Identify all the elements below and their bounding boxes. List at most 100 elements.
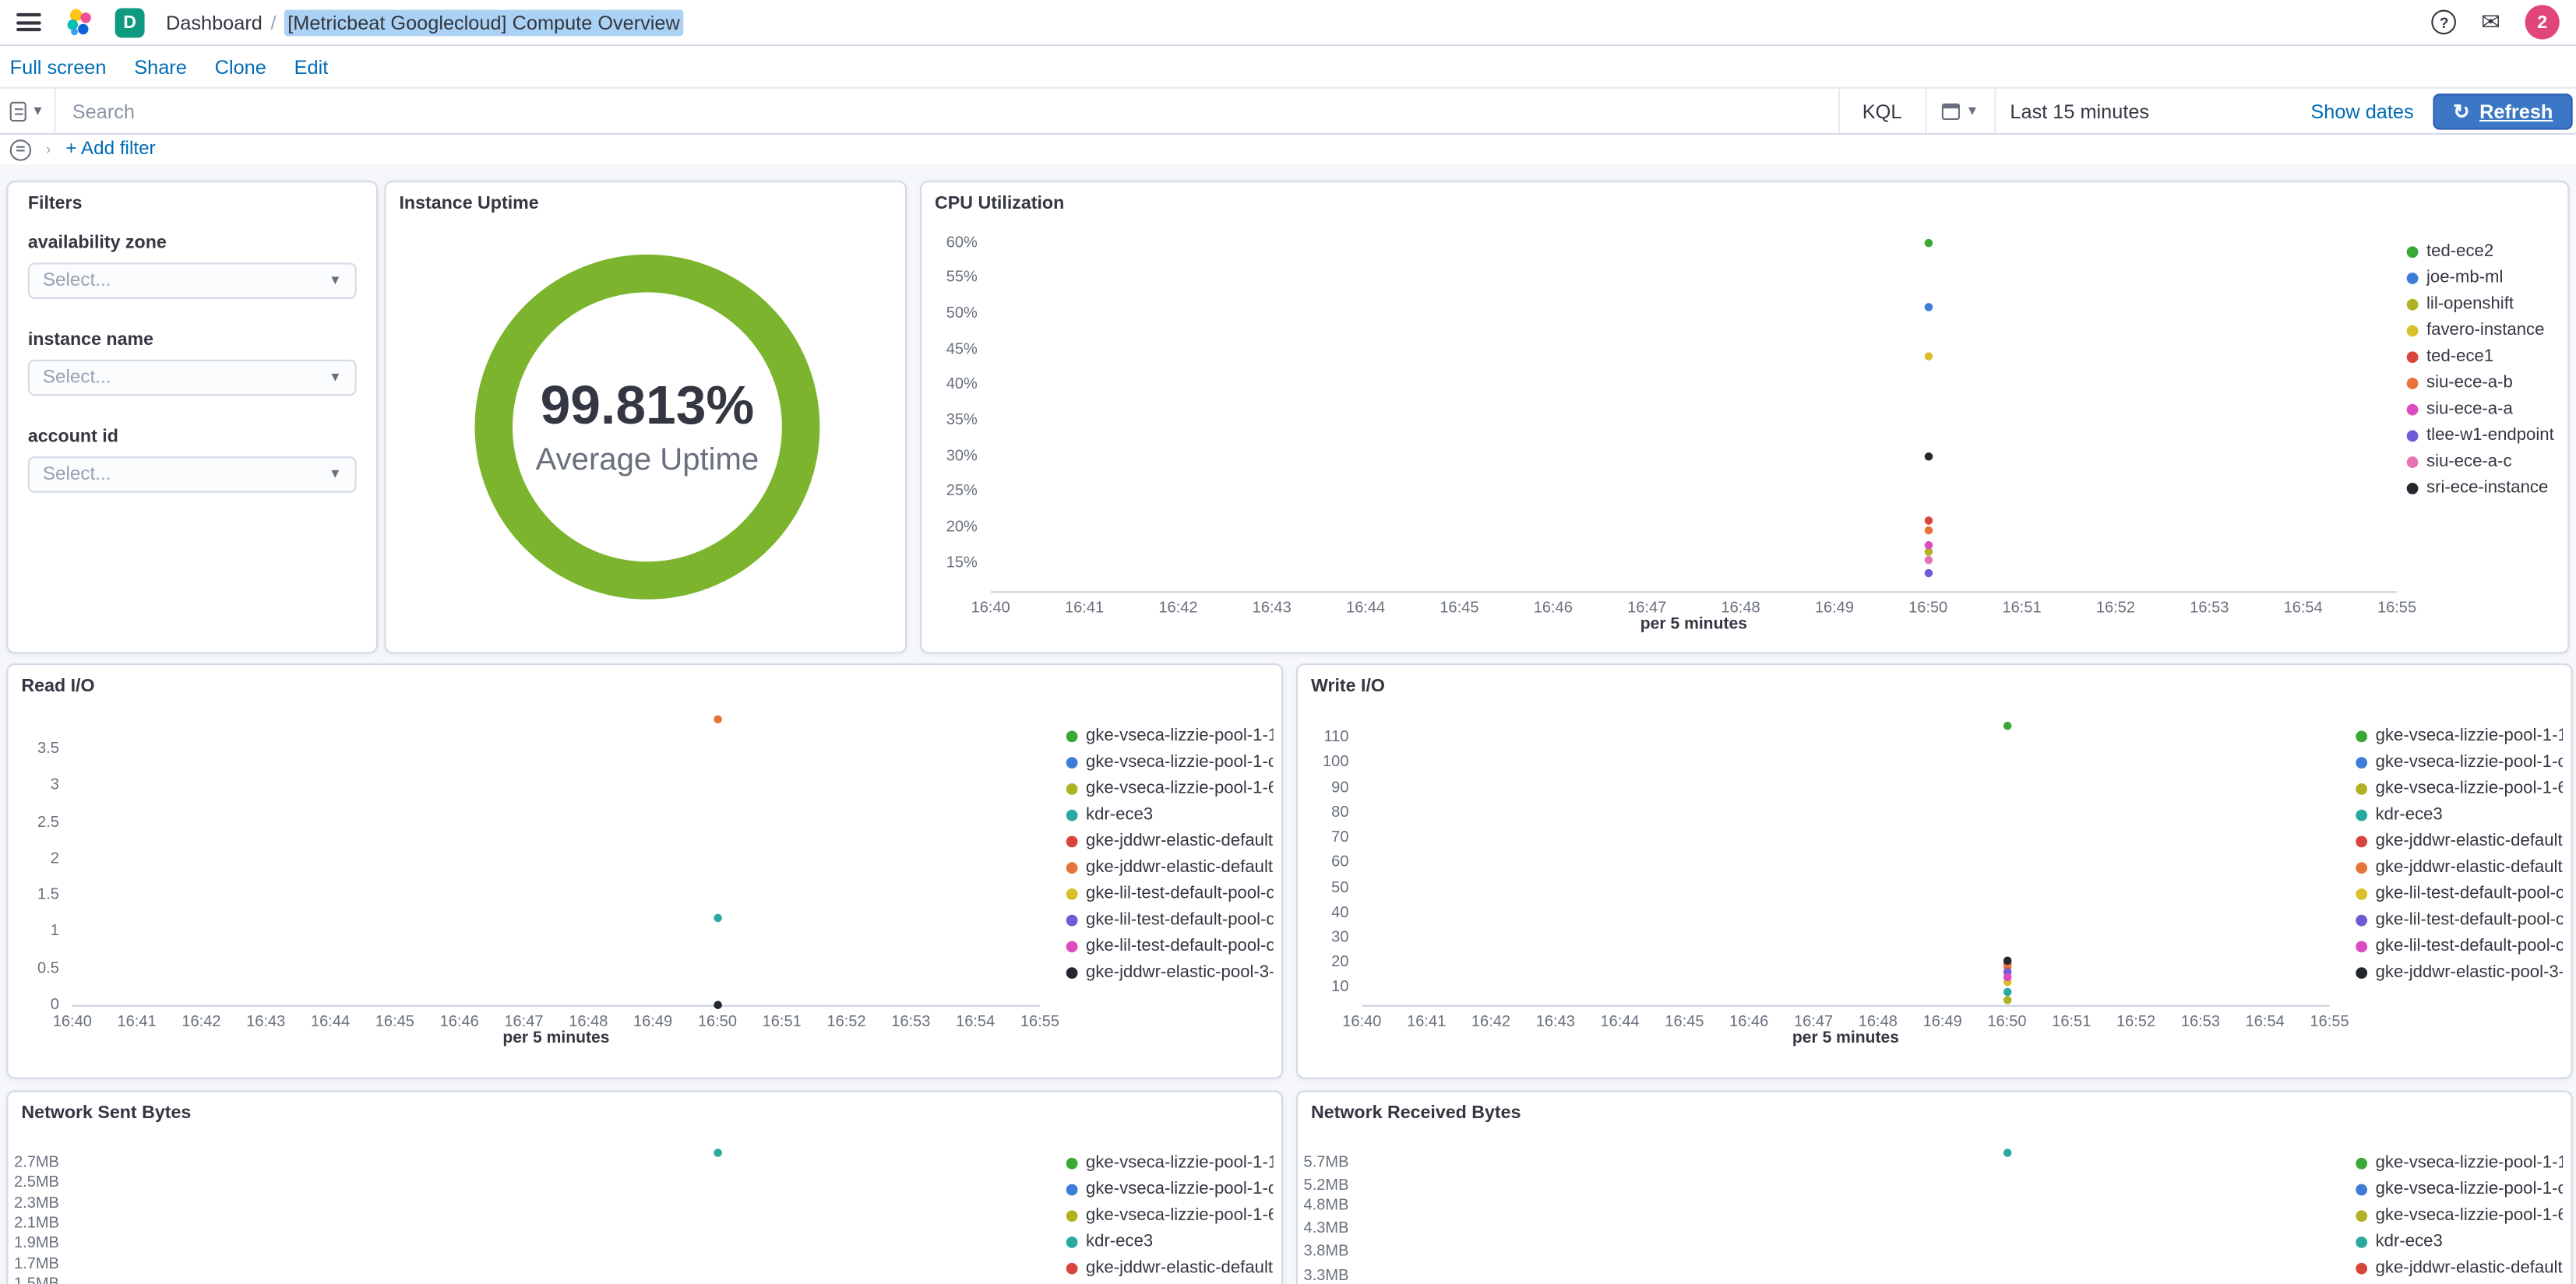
add-filter-link[interactable]: + Add filter — [65, 139, 156, 160]
legend-item[interactable]: kdr-ece3 — [1066, 801, 1274, 828]
series-label: gke-jddwr-elastic-default-po… — [2375, 1258, 2563, 1278]
legend-item[interactable]: gke-vseca-lizzie-pool-1-1877… — [1066, 723, 1273, 749]
legend-item[interactable]: gke-lil-test-default-pool-c1e… — [2356, 906, 2563, 933]
series-label: ted-ece2 — [2426, 241, 2494, 262]
availability-zone-select[interactable]: Select... ▼ — [27, 262, 357, 299]
legend-item[interactable]: kdr-ece3 — [1066, 1229, 1274, 1255]
legend-item[interactable]: gke-vseca-lizzie-pool-1-c417… — [2356, 1176, 2563, 1202]
legend-item[interactable]: siu-ece-a-b — [2406, 370, 2558, 396]
x-tick-label: 16:40 — [52, 1013, 92, 1032]
legend-item[interactable]: favero-instance — [2406, 317, 2558, 343]
legend-item[interactable]: siu-ece-a-c — [2406, 449, 2558, 475]
query-language-button[interactable]: KQL — [1838, 88, 1925, 133]
legend-item[interactable]: joe-mb-ml — [2406, 265, 2558, 291]
y-tick-label: 50% — [946, 304, 978, 323]
show-dates-link[interactable]: Show dates — [2310, 99, 2414, 123]
instance-name-select[interactable]: Select... ▼ — [27, 359, 357, 396]
chevron-right-icon[interactable]: › — [46, 141, 51, 158]
legend-item[interactable]: gke-jddwr-elastic-default-po… — [2356, 1254, 2563, 1281]
legend-item[interactable]: gke-lil-test-default-pool-c1e… — [2356, 933, 2563, 959]
series-label: gke-vseca-lizzie-pool-1-1877… — [1086, 726, 1273, 746]
x-axis-label: per 5 minutes — [1640, 615, 1747, 635]
y-tick-label: 45% — [946, 340, 978, 359]
series-color-dot — [2356, 1209, 2368, 1222]
share-link[interactable]: Share — [134, 55, 187, 79]
clone-link[interactable]: Clone — [214, 55, 266, 79]
search-input[interactable] — [55, 99, 1838, 123]
network-sent-bytes-panel: Network Sent Bytes 2.7MB 2.5MB 2.3MB 2.1MB 1… — [6, 1090, 1284, 1284]
time-range-value[interactable]: Last 15 minutes — [2010, 99, 2150, 123]
series-color-dot — [2406, 481, 2419, 494]
series-label: kdr-ece3 — [1086, 804, 1154, 825]
legend-item[interactable]: gke-vseca-lizzie-pool-1-c417… — [2356, 749, 2563, 776]
elastic-logo-icon[interactable] — [65, 9, 93, 37]
x-tick-label: 16:47 — [1627, 599, 1667, 617]
legend-item[interactable]: gke-jddwr-elastic-default-po… — [2356, 828, 2563, 854]
series-color-dot — [1066, 1209, 1078, 1222]
y-tick-label: 2 — [50, 850, 59, 868]
full-screen-link[interactable]: Full screen — [9, 55, 107, 79]
x-tick-label: 16:40 — [971, 599, 1010, 617]
account-id-select[interactable]: Select... ▼ — [27, 456, 357, 493]
legend-item[interactable]: gke-jddwr-elastic-pool-3-74… — [2356, 959, 2563, 986]
legend-item[interactable]: gke-jddwr-elastic-default-po… — [2356, 854, 2563, 881]
help-icon[interactable]: ? — [2431, 9, 2457, 35]
x-tick-label: 16:51 — [2052, 1013, 2091, 1032]
legend-item[interactable]: gke-vseca-lizzie-pool-1-630… — [2356, 1202, 2563, 1229]
legend-item[interactable]: gke-vseca-lizzie-pool-1-c417… — [1066, 1176, 1273, 1202]
x-tick-label: 16:47 — [504, 1013, 544, 1032]
legend-item[interactable]: gke-vseca-lizzie-pool-1-630… — [2356, 775, 2563, 801]
legend-item[interactable]: gke-vseca-lizzie-pool-1-630… — [1066, 1202, 1273, 1229]
mail-icon[interactable]: ✉ — [2481, 8, 2500, 35]
breadcrumb-dashboard[interactable]: Dashboard — [166, 10, 263, 34]
legend-item[interactable]: sri-ece-instance — [2406, 475, 2558, 501]
user-avatar[interactable]: 2 — [2525, 5, 2560, 40]
series-label: gke-lil-test-default-pool-c1e… — [1086, 909, 1273, 930]
legend-item[interactable]: gke-lil-test-default-pool-c1e… — [1066, 906, 1273, 933]
series-color-dot — [2356, 782, 2368, 794]
space-avatar-badge[interactable]: D — [115, 7, 145, 37]
series-label: gke-vseca-lizzie-pool-1-c417… — [2375, 751, 2563, 772]
legend-item[interactable]: lil-openshift — [2406, 290, 2558, 317]
y-tick-label: 20% — [946, 518, 978, 536]
data-point — [2003, 963, 2011, 972]
series-label: gke-vseca-lizzie-pool-1-630… — [1086, 778, 1273, 798]
legend-item[interactable]: ted-ece2 — [2406, 238, 2558, 265]
y-tick-label: 2.5 — [37, 813, 59, 832]
legend-item[interactable]: gke-jddwr-elastic-default-po… — [1066, 1281, 1274, 1284]
edit-link[interactable]: Edit — [294, 55, 329, 79]
calendar-button[interactable]: ▼ — [1926, 88, 1996, 133]
legend-item[interactable]: gke-jddwr-elastic-default-po… — [1066, 854, 1273, 881]
legend-item[interactable]: kdr-ece3 — [2356, 1229, 2563, 1255]
series-label: gke-vseca-lizzie-pool-1-630… — [2375, 778, 2563, 798]
filter-bar: › + Add filter — [0, 135, 2576, 164]
menu-icon[interactable] — [16, 12, 41, 32]
legend-item[interactable]: gke-vseca-lizzie-pool-1-c417… — [1066, 749, 1273, 776]
legend-item[interactable]: ted-ece1 — [2406, 343, 2558, 370]
legend-item[interactable]: kdr-ece3 — [2356, 801, 2563, 828]
legend-item[interactable]: siu-ece-a-a — [2406, 396, 2558, 422]
chevron-down-icon: ▼ — [328, 369, 342, 385]
legend-item[interactable]: gke-vseca-lizzie-pool-1-1877… — [1066, 1149, 1273, 1176]
legend-item[interactable]: tlee-w1-endpoint — [2406, 422, 2558, 449]
legend-item[interactable]: gke-vseca-lizzie-pool-1-630… — [1066, 775, 1273, 801]
filter-icon[interactable] — [9, 139, 32, 160]
series-label: kdr-ece3 — [2375, 1231, 2443, 1252]
saved-query-menu-button[interactable]: ▼ — [0, 88, 56, 133]
series-label: siu-ece-a-c — [2426, 451, 2512, 472]
x-tick-label: 16:45 — [1665, 1013, 1704, 1032]
legend-item[interactable]: gke-jddwr-elastic-default-po… — [1066, 828, 1273, 854]
data-point — [713, 1149, 722, 1157]
legend-item[interactable]: gke-lil-test-default-pool-c1e… — [2356, 880, 2563, 906]
series-label: gke-vseca-lizzie-pool-1-c417… — [2375, 1179, 2563, 1199]
legend-item[interactable]: gke-jddwr-elastic-default-po… — [1066, 1254, 1273, 1281]
legend-item[interactable]: gke-jddwr-elastic-pool-3-74… — [1066, 959, 1273, 986]
refresh-button[interactable]: ↻ Refresh — [2433, 93, 2573, 129]
legend-item[interactable]: gke-vseca-lizzie-pool-1-1877… — [2356, 1149, 2563, 1176]
y-tick-label: 2.1MB — [13, 1214, 59, 1233]
legend-item[interactable]: gke-lil-test-default-pool-c1e… — [1066, 880, 1273, 906]
control-label: instance name — [27, 329, 154, 350]
legend-item[interactable]: gke-jddwr-elastic-default-po… — [2356, 1281, 2563, 1284]
legend-item[interactable]: gke-lil-test-default-pool-c1e… — [1066, 933, 1273, 959]
legend-item[interactable]: gke-vseca-lizzie-pool-1-1877… — [2356, 723, 2563, 749]
